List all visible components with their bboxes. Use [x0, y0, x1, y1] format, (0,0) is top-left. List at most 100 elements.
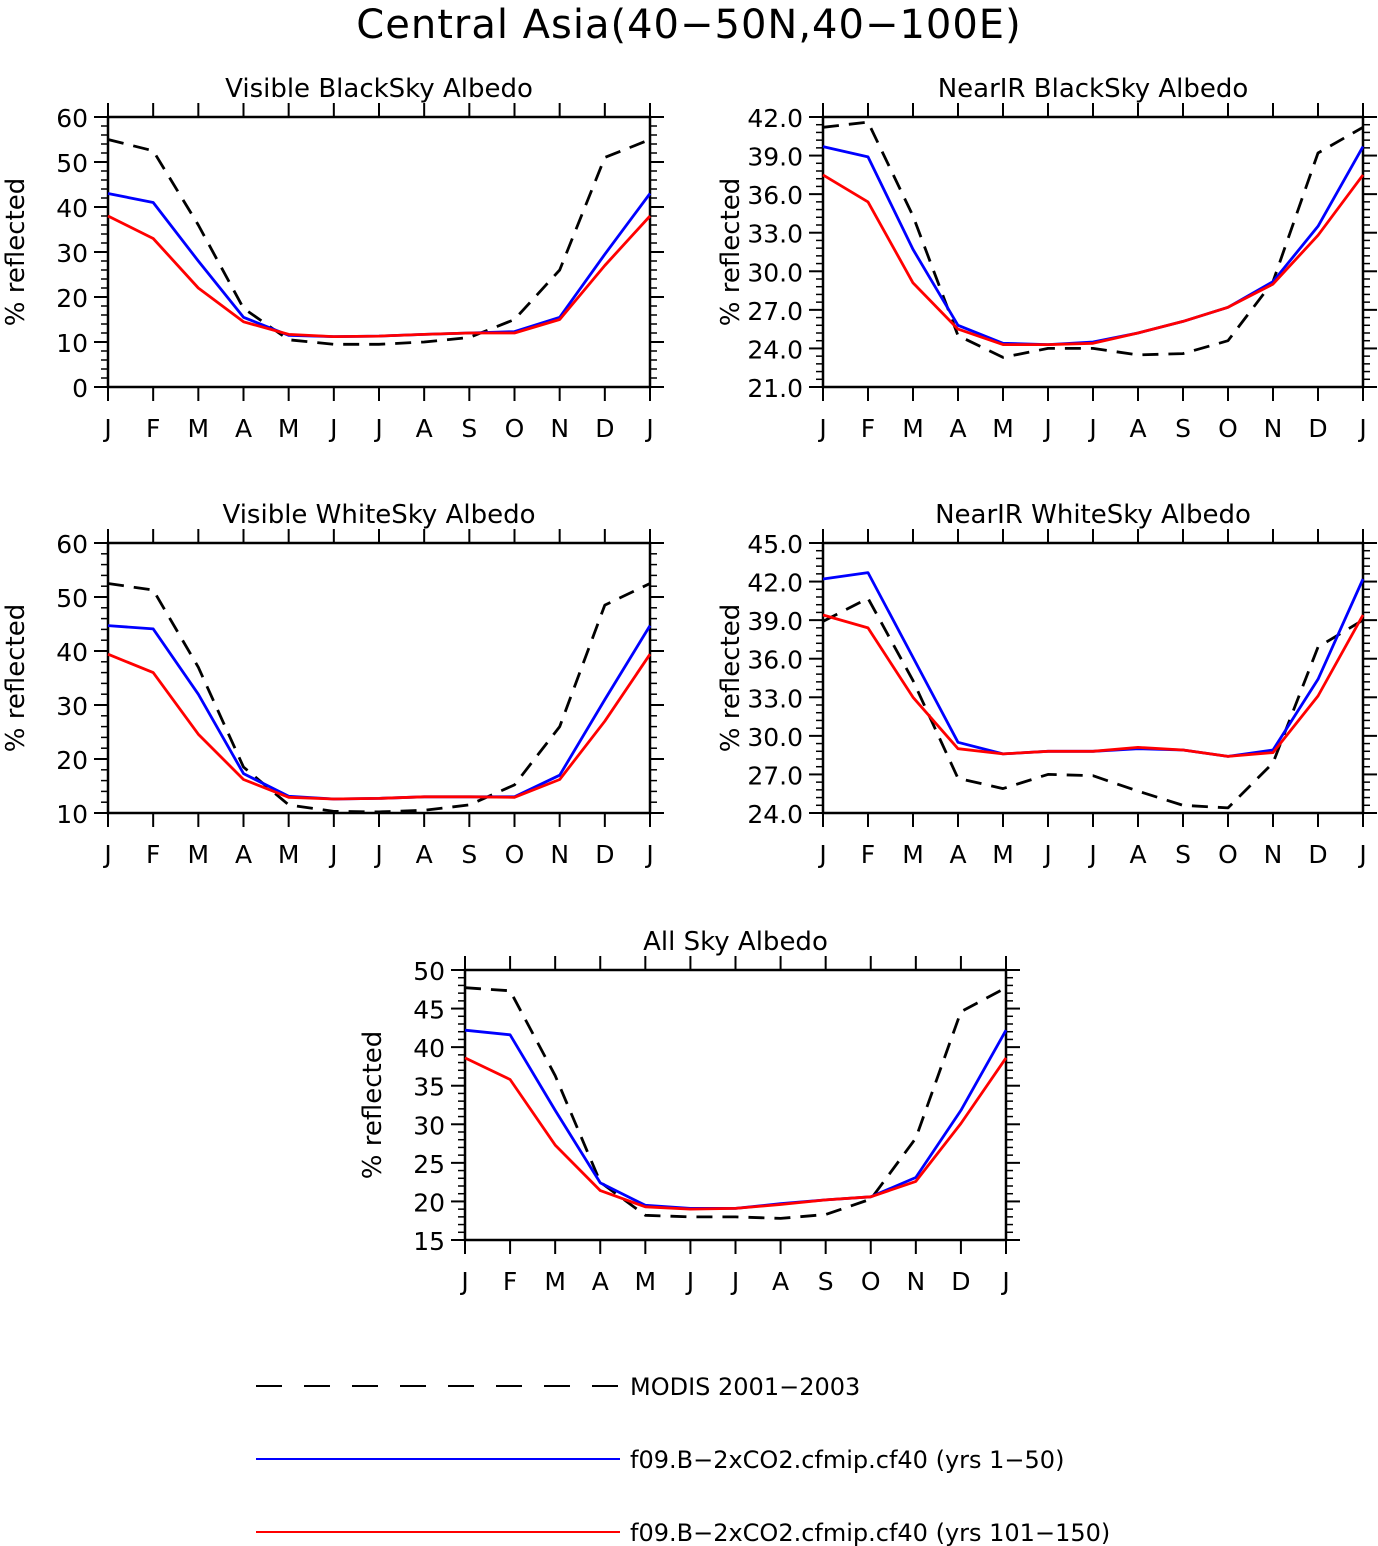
x-tick-label: A	[235, 840, 252, 869]
y-tick-label: 35	[413, 1073, 445, 1102]
plot-frame	[821, 541, 1365, 815]
x-tick-label: A	[772, 1267, 789, 1296]
x-tick-label: J	[1000, 1267, 1009, 1296]
x-tick-label: S	[1175, 840, 1191, 869]
x-tick-label: S	[461, 414, 477, 443]
series-line-modis	[822, 120, 1364, 359]
x-tick-label: J	[373, 840, 382, 869]
y-tick-label: 30.0	[747, 723, 803, 752]
series-line-run2	[822, 613, 1365, 758]
x-tick-label: J	[1042, 414, 1051, 443]
series-line-run2	[107, 652, 652, 801]
x-tick-label: M	[902, 414, 924, 443]
y-tick-label: 33.0	[747, 684, 803, 713]
y-tick-label: 10	[56, 329, 88, 358]
y-axis-label: % reflected	[716, 604, 746, 752]
x-tick-label: F	[503, 1267, 517, 1296]
x-tick-label: N	[1264, 414, 1283, 443]
x-tick-label: D	[1308, 840, 1327, 869]
y-tick-label: 20	[56, 746, 88, 775]
x-tick-label: J	[1357, 414, 1366, 443]
y-tick-label: 39.0	[747, 143, 803, 172]
x-tick-label: J	[373, 414, 382, 443]
series-line-run1	[822, 145, 1365, 347]
x-tick-label: N	[550, 414, 569, 443]
y-tick-label: 40	[413, 1034, 445, 1063]
x-tick-label: J	[817, 840, 826, 869]
plot-frame	[463, 968, 1008, 1242]
x-tick-label: F	[146, 414, 160, 443]
y-tick-label: 60	[56, 530, 88, 559]
y-tick-label: 45.0	[747, 530, 803, 559]
y-tick-label: 50	[56, 149, 88, 178]
y-tick-label: 20	[413, 1188, 445, 1217]
x-tick-label: J	[102, 840, 111, 869]
x-tick-label: N	[906, 1267, 925, 1296]
x-tick-label: A	[1129, 414, 1146, 443]
x-tick-label: S	[461, 840, 477, 869]
panel-title: Visible BlackSky Albedo	[225, 74, 533, 104]
x-tick-label: J	[644, 840, 653, 869]
x-tick-label: O	[1218, 414, 1238, 443]
x-tick-label: S	[818, 1267, 834, 1296]
y-tick-label: 36.0	[747, 646, 803, 675]
y-tick-label: 24.0	[747, 335, 803, 364]
x-tick-label: J	[328, 840, 337, 869]
x-tick-label: M	[278, 414, 300, 443]
panel-title: Visible WhiteSky Albedo	[222, 500, 535, 530]
x-tick-label: J	[1357, 840, 1366, 869]
x-tick-label: J	[644, 414, 653, 443]
series-line-modis	[107, 138, 651, 346]
y-tick-label: 42.0	[747, 104, 803, 133]
y-tick-label: 10	[56, 800, 88, 829]
x-tick-label: D	[595, 414, 614, 443]
x-tick-label: A	[949, 840, 966, 869]
series-line-modis	[107, 582, 651, 814]
plot-frame	[106, 115, 652, 389]
x-tick-label: J	[328, 414, 337, 443]
x-tick-label: A	[416, 840, 433, 869]
y-tick-label: 40	[56, 638, 88, 667]
y-tick-label: 50	[56, 584, 88, 613]
x-tick-label: A	[949, 414, 966, 443]
x-tick-label: J	[102, 414, 111, 443]
legend-item-3: f09.B−2xCO2.cfmip.cf40 (yrs 101−150)	[256, 1519, 1110, 1546]
figure-title: Central Asia(40−50N,40−100E)	[356, 2, 1022, 48]
x-tick-label: N	[1264, 840, 1283, 869]
y-tick-label: 21.0	[747, 374, 803, 403]
x-tick-label: M	[635, 1267, 657, 1296]
series-line-run2	[107, 214, 652, 339]
x-tick-label: O	[861, 1267, 881, 1296]
legend-label: f09.B−2xCO2.cfmip.cf40 (yrs 1−50)	[630, 1446, 1064, 1474]
y-tick-label: 42.0	[747, 569, 803, 598]
legend-label: MODIS 2001−2003	[630, 1373, 860, 1401]
legend-item-2: f09.B−2xCO2.cfmip.cf40 (yrs 1−50)	[256, 1446, 1064, 1474]
y-tick-label: 30	[56, 239, 88, 268]
plot-frame	[821, 115, 1365, 389]
x-tick-label: J	[817, 414, 826, 443]
x-tick-label: F	[146, 840, 160, 869]
y-tick-label: 15	[413, 1227, 445, 1256]
x-tick-label: M	[188, 840, 210, 869]
y-tick-label: 30	[56, 692, 88, 721]
x-tick-label: D	[1308, 414, 1327, 443]
series-line-run2	[464, 1056, 1008, 1211]
x-tick-label: M	[278, 840, 300, 869]
x-tick-label: F	[861, 840, 875, 869]
x-tick-label: A	[592, 1267, 609, 1296]
x-tick-label: D	[595, 840, 614, 869]
x-tick-label: J	[1087, 840, 1096, 869]
y-axis-label: % reflected	[1, 604, 31, 752]
x-tick-label: A	[416, 414, 433, 443]
x-tick-label: J	[459, 1267, 468, 1296]
y-tick-label: 50	[413, 957, 445, 986]
legend-item-1: MODIS 2001−2003	[256, 1373, 860, 1401]
series-line-modis	[464, 986, 1007, 1220]
y-tick-label: 36.0	[747, 181, 803, 210]
x-tick-label: A	[1129, 840, 1146, 869]
